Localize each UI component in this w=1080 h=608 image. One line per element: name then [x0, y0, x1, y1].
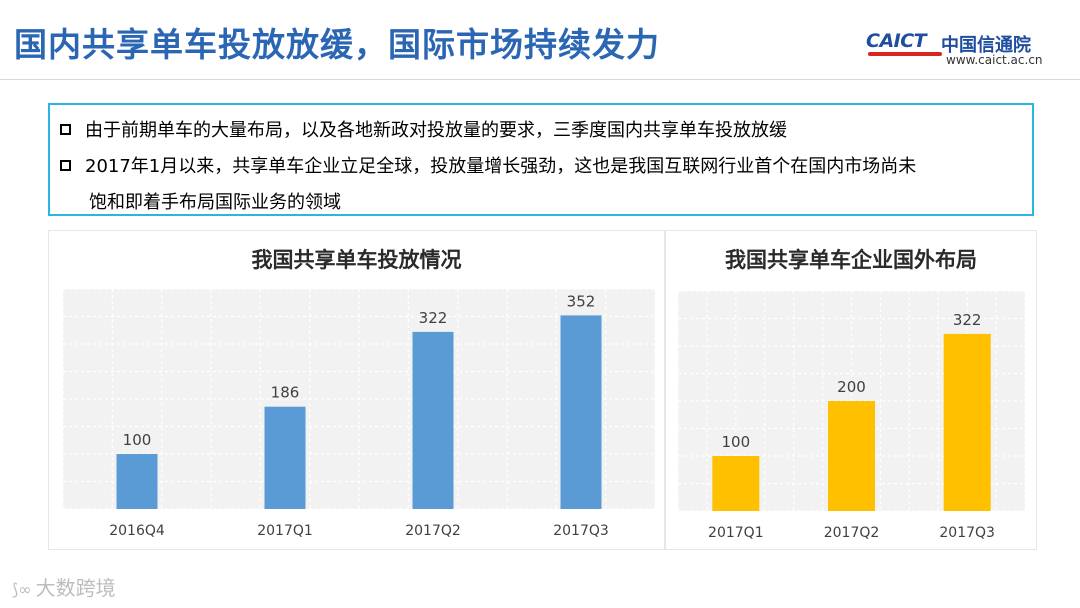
data-label: 186: [271, 384, 300, 402]
bullet-item: 由于前期单车的大量布局，以及各地新政对投放量的要求，三季度国内共享单车投放放缓: [60, 114, 787, 148]
logo-text: CAICT: [866, 30, 927, 52]
watermark-text: 大数跨境: [35, 576, 116, 600]
bar: [712, 456, 760, 511]
data-label: 322: [419, 309, 448, 327]
page-title: 国内共享单车投放放缓，国际市场持续发力: [14, 25, 660, 64]
data-label: 200: [837, 378, 866, 396]
caict-logo: CAICT 中国信通院 www.caict.ac.cn: [866, 30, 1056, 72]
logo-chinese-name: 中国信通院: [941, 35, 1031, 56]
data-label: 100: [722, 433, 751, 451]
bar: [116, 454, 158, 509]
bar: [828, 401, 875, 511]
chart-title: 我国共享单车企业国外布局: [725, 248, 977, 272]
chart-panel-overseas: 我国共享单车企业国外布局 100 2017Q1 200 2017Q2 322 2017Q3: [665, 230, 1037, 550]
bullet-text: 由于前期单车的大量布局，以及各地新政对投放量的要求，三季度国内共享单车投放放缓: [85, 120, 787, 141]
chart-title: 我国共享单车投放情况: [251, 248, 462, 272]
data-label: 322: [953, 311, 982, 329]
bullet-item: 2017年1月以来，共享单车企业立足全球，投放量增长强劲，这也是我国互联网行业首…: [60, 150, 916, 184]
tick-label: 2017Q1: [257, 523, 313, 539]
bar: [943, 333, 991, 511]
logo-url: www.caict.ac.cn: [946, 53, 1043, 67]
tick-label: 2017Q2: [405, 523, 461, 539]
data-label: 100: [123, 431, 152, 449]
watermark: ⟆∞ 大数跨境: [12, 572, 116, 602]
bullet-text: 2017年1月以来，共享单车企业立足全球，投放量增长强劲，这也是我国互联网行业首…: [85, 156, 917, 177]
tick-label: 2017Q2: [824, 525, 880, 541]
chart-panel-domestic: 我国共享单车投放情况 100 2016Q4 186 2017Q1 322 2017Q2 35…: [48, 230, 665, 550]
watermark-logo-icon: ⟆∞: [12, 580, 32, 599]
tick-label: 2017Q3: [553, 523, 609, 539]
tick-label: 2017Q3: [939, 525, 995, 541]
chart-domestic-bars: 100 2016Q4 186 2017Q1 322 2017Q2 352 2017Q3: [62, 288, 656, 539]
bar: [264, 406, 306, 509]
logo-swoosh: [868, 52, 942, 56]
tick-label: 2017Q1: [708, 525, 764, 541]
bullet-box: 由于前期单车的大量布局，以及各地新政对投放量的要求，三季度国内共享单车投放放缓 …: [48, 103, 1034, 216]
data-label: 352: [567, 292, 596, 310]
square-bullet-icon: [60, 123, 71, 135]
bar: [412, 331, 454, 509]
chart-overseas-bars: 100 2017Q1 200 2017Q2 322 2017Q3: [677, 290, 1026, 541]
bar: [560, 315, 602, 509]
tick-label: 2016Q4: [109, 523, 165, 539]
header-divider: [0, 79, 1080, 80]
square-bullet-icon: [60, 159, 71, 171]
bullet-text-continuation: 饱和即着手布局国际业务的领域: [89, 192, 341, 213]
